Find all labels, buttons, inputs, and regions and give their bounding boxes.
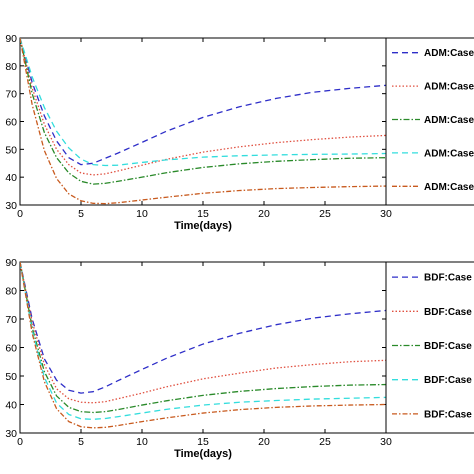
y-tick-label: 90 bbox=[5, 33, 17, 45]
legend-entry-4: ADM:Case bbox=[424, 148, 474, 159]
chart-panel-1: 0 5 10 15 20 25 30 30 40 50 60 70 80 90 Time(days) ADM:… bbox=[5, 33, 474, 232]
legend-entry-3: ADM:Case bbox=[424, 115, 474, 126]
y-tick-label: 30 bbox=[5, 428, 17, 440]
y-tick-label: 60 bbox=[5, 343, 17, 355]
y-tick-label: 60 bbox=[5, 117, 17, 129]
legend-entry-4: BDF:Case bbox=[424, 375, 472, 386]
y-tick-label: 40 bbox=[5, 172, 17, 184]
x-tick-label: 0 bbox=[17, 436, 23, 448]
chart-panel-2: 0 5 10 15 20 25 30 30 40 50 60 70 80 90 Time(days) BDF:… bbox=[5, 257, 474, 460]
x-tick-label: 30 bbox=[380, 436, 392, 448]
legend-entry-2: ADM:Case bbox=[424, 82, 474, 93]
y-tick-label: 80 bbox=[5, 61, 17, 73]
legend-entry-3: BDF:Case bbox=[424, 341, 472, 352]
legend: ADM:Case ADM:Case ADM:Case ADM:Case ADM:Case bbox=[385, 37, 474, 206]
y-tick-label: 80 bbox=[5, 286, 17, 298]
series-line-4 bbox=[20, 262, 386, 420]
legend-entry-2: BDF:Case bbox=[424, 307, 472, 318]
legend-entry-5: ADM:Case bbox=[424, 182, 474, 193]
x-tick-label: 0 bbox=[17, 208, 23, 220]
y-tick-label: 30 bbox=[5, 200, 17, 212]
plot-area-frame bbox=[19, 261, 387, 434]
x-tick-label: 20 bbox=[258, 436, 270, 448]
series-line-2 bbox=[20, 262, 386, 404]
legend-entry-1: BDF:Case bbox=[424, 273, 472, 284]
x-tick-label: 25 bbox=[319, 208, 331, 220]
y-tick-label: 50 bbox=[5, 144, 17, 156]
x-axis-label: Time(days) bbox=[174, 220, 232, 232]
x-tick-label: 15 bbox=[197, 436, 209, 448]
x-tick-label: 5 bbox=[78, 436, 84, 448]
legend: BDF:Case BDF:Case BDF:Case BDF:Case BDF:Case bbox=[385, 261, 474, 434]
series-line-3 bbox=[20, 262, 386, 414]
y-tick-label: 70 bbox=[5, 314, 17, 326]
x-tick-label: 20 bbox=[258, 208, 270, 220]
legend-frame bbox=[385, 37, 474, 206]
series-line-4 bbox=[20, 38, 386, 167]
y-tick-label: 70 bbox=[5, 89, 17, 101]
series-line-5 bbox=[20, 38, 386, 205]
y-tick-label: 90 bbox=[5, 257, 17, 269]
x-tick-label: 30 bbox=[380, 208, 392, 220]
y-tick-label: 50 bbox=[5, 371, 17, 383]
x-tick-label: 25 bbox=[319, 436, 331, 448]
series-group bbox=[20, 262, 386, 429]
series-line-5 bbox=[20, 262, 386, 429]
series-line-1 bbox=[20, 262, 386, 394]
series-line-3 bbox=[20, 38, 386, 185]
y-tick-label: 40 bbox=[5, 400, 17, 412]
x-tick-label: 10 bbox=[136, 436, 148, 448]
series-group bbox=[20, 38, 386, 205]
series-line-1 bbox=[20, 38, 386, 166]
x-tick-label: 5 bbox=[78, 208, 84, 220]
legend-entry-5: BDF:Case bbox=[424, 409, 472, 420]
x-tick-label: 10 bbox=[136, 208, 148, 220]
x-axis-label: Time(days) bbox=[174, 448, 232, 460]
x-tick-label: 15 bbox=[197, 208, 209, 220]
legend-entry-1: ADM:Case bbox=[424, 48, 474, 59]
plot-area-frame bbox=[19, 37, 387, 206]
series-line-2 bbox=[20, 38, 386, 176]
legend-frame bbox=[385, 261, 474, 434]
